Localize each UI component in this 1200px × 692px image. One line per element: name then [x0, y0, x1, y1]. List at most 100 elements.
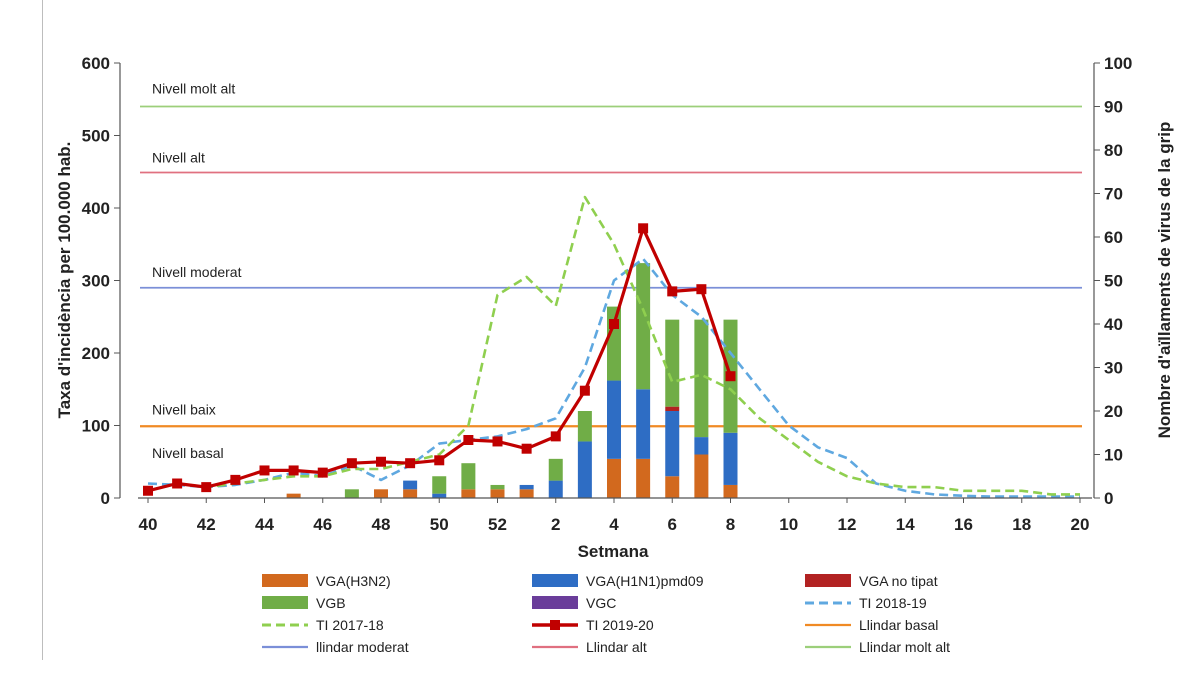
bar-vgb-2: [548, 458, 563, 481]
legend-label-llindar-basal: Llindar basal: [859, 617, 938, 633]
bar-vga-h3n2--6: [665, 476, 680, 498]
x-tick-label-14: 14: [896, 515, 915, 534]
bar-vgb-5: [636, 263, 651, 390]
y-right-tick-label-60: 60: [1104, 228, 1123, 247]
threshold-label-nivell-moderat: Nivell moderat: [152, 264, 242, 280]
legend-swatch-vgc: [532, 596, 578, 609]
threshold-label-nivell-basal: Nivell basal: [152, 445, 224, 461]
bar-vga-h3n2--52: [490, 489, 505, 498]
marker-ti-2019-20-4: [609, 319, 619, 329]
y-right-tick-label-0: 0: [1104, 489, 1113, 508]
y-right-tick-label-70: 70: [1104, 185, 1123, 204]
bar-vgb-7: [694, 319, 709, 438]
threshold-label-nivell-baix: Nivell baix: [152, 402, 216, 418]
marker-ti-2019-20-49: [405, 458, 416, 469]
bar-vga-h3n2--48: [374, 489, 388, 498]
legend-swatch-vga-h3n2-: [262, 574, 308, 587]
x-tick-label-6: 6: [668, 515, 677, 534]
x-tick-label-20: 20: [1071, 515, 1090, 534]
legend-label-vga-h3n2-: VGA(H3N2): [316, 573, 391, 589]
bar-vga-h1n1-pmd09-2: [548, 480, 563, 498]
marker-ti-2019-20-41: [172, 478, 183, 489]
x-tick-label-48: 48: [372, 515, 391, 534]
legend-swatch-vgb: [262, 596, 308, 609]
marker-ti-2019-20-43: [230, 474, 241, 485]
bar-vga-h3n2--45: [286, 493, 301, 498]
legend-label-vgb: VGB: [316, 595, 346, 611]
threshold-label-nivell-molt-alt: Nivell molt alt: [152, 80, 235, 96]
legend: VGA(H3N2) VGA(H1N1)pmd09 VGA no tipat VGB VG…: [262, 573, 950, 655]
y-left-tick-label-500: 500: [82, 127, 110, 146]
line-ti-2018-19: [147, 257, 1080, 498]
bar-vga-h3n2--5: [636, 458, 651, 498]
legend-swatch-vga-no-tipat: [805, 574, 851, 587]
axes: 0 100 200 300 400 500 600 0 10 20 30 40 50 60 70 80 90 10…: [82, 54, 1133, 534]
marker-ti-2019-20-47: [346, 458, 357, 469]
x-tick-label-16: 16: [954, 515, 973, 534]
x-tick-label-52: 52: [488, 515, 507, 534]
bar-vga-no-tipat-6: [665, 406, 680, 411]
y-right-tick-label-10: 10: [1104, 446, 1123, 465]
x-tick-label-12: 12: [838, 515, 857, 534]
marker-ti-2019-20-42: [201, 482, 212, 493]
legend-label-vga-no-tipat: VGA no tipat: [859, 573, 938, 589]
threshold-label-nivell-alt: Nivell alt: [152, 149, 205, 165]
x-tick-label-2: 2: [551, 515, 560, 534]
marker-ti-2019-20-45: [288, 465, 299, 476]
x-tick-label-44: 44: [255, 515, 274, 534]
bar-vga-h3n2--8: [723, 484, 738, 498]
x-tick-label-42: 42: [197, 515, 216, 534]
bar-vga-h1n1-pmd09-6: [665, 411, 680, 477]
y-left-tick-label-600: 600: [82, 54, 110, 73]
bar-vga-h1n1-pmd09-1: [519, 484, 534, 490]
bar-vga-h1n1-pmd09-3: [577, 441, 592, 498]
y-right-tick-label-80: 80: [1104, 141, 1123, 160]
marker-ti-2019-20-8: [725, 371, 736, 382]
y-left-tick-label-300: 300: [82, 272, 110, 291]
bar-vgb-4: [607, 306, 621, 381]
bar-vga-h3n2--4: [607, 458, 621, 498]
x-axis-title: Setmana: [578, 542, 649, 561]
legend-label-ti-2017-18: TI 2017-18: [316, 617, 384, 633]
marker-ti-2019-20-50: [434, 455, 445, 466]
bar-vga-h1n1-pmd09-8: [723, 432, 738, 485]
y-right-tick-label-50: 50: [1104, 272, 1123, 291]
line-ti-2017-18: [147, 195, 1080, 496]
bar-vga-h3n2--1: [519, 489, 534, 498]
y-left-tick-label-100: 100: [82, 417, 110, 436]
y-right-tick-label-20: 20: [1104, 402, 1123, 421]
legend-marker-ti-2019-20: [550, 620, 560, 630]
marker-ti-2019-20-40: [143, 485, 153, 496]
marker-ti-2019-20-7: [696, 284, 707, 295]
bar-vgb-52: [490, 484, 505, 490]
bar-vgb-6: [665, 319, 680, 407]
legend-label-llindar-alt: Llindar alt: [586, 639, 647, 655]
bar-vga-h1n1-pmd09-7: [694, 437, 709, 455]
x-tick-label-8: 8: [726, 515, 735, 534]
bar-vgb-51: [461, 463, 476, 490]
legend-label-ti-2019-20: TI 2019-20: [586, 617, 654, 633]
y-right-tick-label-30: 30: [1104, 359, 1123, 378]
x-tick-label-46: 46: [313, 515, 332, 534]
x-tick-label-18: 18: [1012, 515, 1031, 534]
bar-vgb-3: [577, 411, 592, 442]
legend-label-vga-h1n1-pmd09: VGA(H1N1)pmd09: [586, 573, 704, 589]
bar-vga-h3n2--7: [694, 454, 709, 498]
bar-vga-h3n2--51: [461, 489, 476, 498]
y-left-tick-label-200: 200: [82, 344, 110, 363]
bar-vgb-47: [344, 489, 359, 498]
x-tick-label-4: 4: [609, 515, 619, 534]
marker-ti-2019-20-5: [638, 223, 649, 234]
incidence-lines: [143, 195, 1080, 498]
marker-ti-2019-20-6: [667, 286, 678, 297]
marker-ti-2019-20-51: [463, 435, 474, 445]
x-tick-label-50: 50: [430, 515, 449, 534]
bar-vga-h1n1-pmd09-49: [403, 480, 418, 490]
marker-ti-2019-20-3: [579, 385, 590, 396]
marker-ti-2019-20-1: [521, 443, 532, 454]
legend-label-ti-2018-19: TI 2018-19: [859, 595, 927, 611]
marker-ti-2019-20-48: [376, 456, 386, 467]
bar-vga-h1n1-pmd09-50: [432, 493, 447, 498]
legend-label-llindar-molt-alt: Llindar molt alt: [859, 639, 950, 655]
bar-vga-h1n1-pmd09-4: [607, 380, 621, 459]
